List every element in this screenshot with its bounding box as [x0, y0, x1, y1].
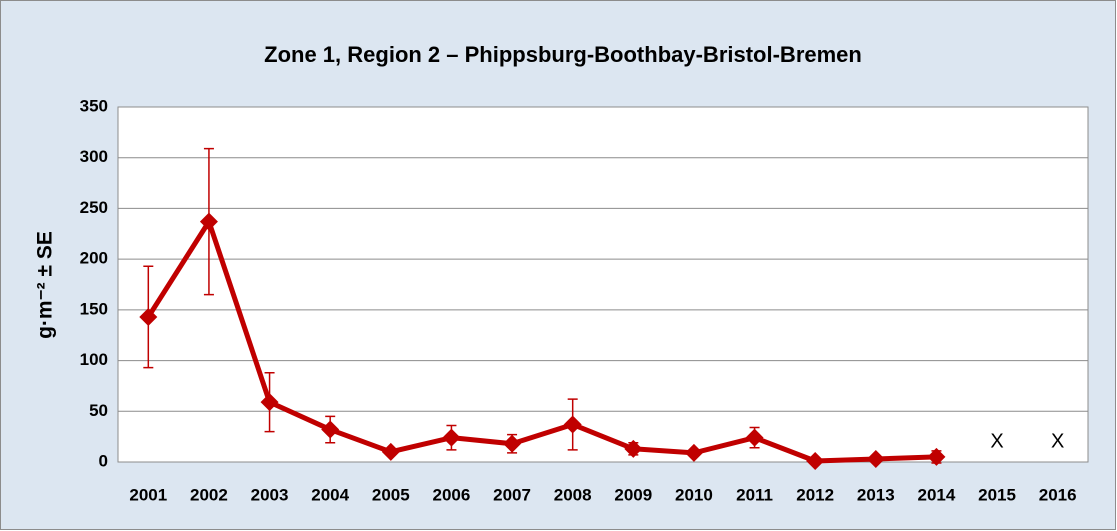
- x-tick-label: 2003: [251, 485, 289, 504]
- y-axis-label: g·m⁻² ± SE: [34, 231, 57, 339]
- y-tick-label: 200: [80, 249, 108, 268]
- series-line: [146, 219, 937, 464]
- x-tick-label: 2005: [372, 485, 410, 504]
- y-tick-label: 100: [80, 350, 108, 369]
- x-tick-label: 2011: [736, 485, 773, 504]
- x-tick-label: 2012: [796, 485, 834, 504]
- marker: [745, 428, 764, 447]
- marker: [624, 439, 643, 458]
- marker: [806, 451, 825, 470]
- y-tick-label: 350: [80, 96, 108, 115]
- chart-title: Zone 1, Region 2 – Phippsburg-Boothbay-B…: [264, 42, 862, 67]
- y-tick-label: 0: [99, 451, 108, 470]
- x-tick-label: 2015: [978, 485, 1016, 504]
- x-tick-label: 2002: [190, 485, 228, 504]
- marker: [442, 428, 461, 447]
- x-tick-label: 2008: [554, 485, 592, 504]
- x-tick-label: 2013: [857, 485, 895, 504]
- marker: [927, 447, 946, 466]
- x-tick-label: 2016: [1039, 485, 1077, 504]
- x-tick-label: 2010: [675, 485, 713, 504]
- y-tick-label: 250: [80, 198, 108, 217]
- x-tick-label: 2007: [493, 485, 531, 504]
- x-tick-label: 2004: [311, 485, 349, 504]
- marker: [684, 443, 703, 462]
- marker: [503, 434, 522, 453]
- marker: [139, 307, 158, 326]
- y-tick-label: 150: [80, 299, 108, 318]
- marker: [563, 415, 582, 434]
- annotation: X: [1051, 430, 1064, 452]
- marker: [381, 442, 400, 461]
- marker: [866, 449, 885, 468]
- marker: [199, 212, 218, 231]
- marker: [321, 420, 340, 439]
- marker: [260, 393, 279, 412]
- y-tick-label: 50: [89, 401, 108, 420]
- x-tick-label: 2009: [614, 485, 652, 504]
- y-tick-label: 300: [80, 147, 108, 166]
- x-tick-label: 2001: [129, 485, 167, 504]
- plot-area: [117, 106, 1089, 463]
- x-tick-label: 2014: [918, 485, 956, 504]
- x-tick-label: 2006: [433, 485, 471, 504]
- annotation: X: [990, 430, 1003, 452]
